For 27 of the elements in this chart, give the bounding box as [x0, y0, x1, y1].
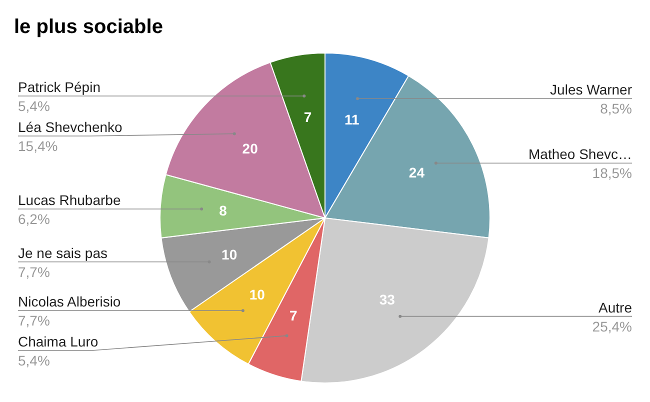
text: 8,5% [600, 100, 632, 117]
slice-label: Je ne sais pas [18, 244, 108, 261]
slice-label: Lucas Rhubarbe [18, 192, 121, 208]
data-label: 7 [304, 109, 312, 126]
text: 7,7% [18, 264, 50, 280]
chart-title: le plus sociable [14, 16, 163, 38]
slice-label: Nicolas Alberisio [18, 294, 121, 310]
text: 7,7% [18, 312, 50, 329]
text: 25,4% [592, 318, 632, 334]
text: 5,4% [18, 352, 50, 369]
data-label: 10 [222, 246, 238, 262]
data-label: 7 [289, 307, 298, 324]
text: 15,4% [18, 138, 58, 154]
slice-label: Patrick Pépin [18, 79, 100, 96]
slice-label: Chaima Luro [18, 334, 98, 350]
data-label: 8 [219, 202, 228, 219]
text: 6,2% [18, 211, 50, 228]
data-label: 11 [344, 111, 360, 128]
text: 18,5% [592, 165, 632, 182]
slice-label: Léa Shevchenko [18, 119, 123, 136]
data-label: 10 [249, 286, 266, 303]
slice-label: Jules Warner [550, 82, 632, 98]
data-label: 24 [408, 164, 425, 181]
slice-label: Matheo Shevc… [528, 146, 632, 162]
text: 5,4% [18, 98, 50, 114]
slice-label: Autre [598, 299, 632, 316]
data-label: 20 [242, 140, 258, 156]
